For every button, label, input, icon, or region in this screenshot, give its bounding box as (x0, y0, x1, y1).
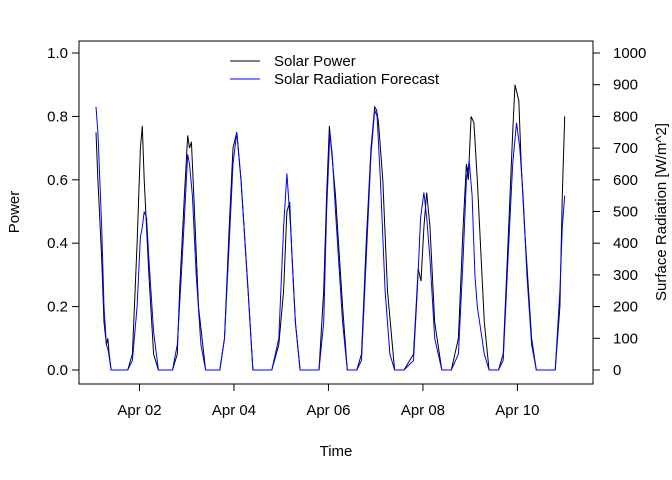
x-tick-label: Apr 04 (212, 402, 256, 419)
y-tick-label-right: 700 (613, 140, 638, 157)
series-layer (95, 84, 566, 371)
series-line-solar-radiation-forecast (95, 106, 566, 371)
y-tick-label-right: 1000 (613, 45, 646, 62)
legend-label-solar-radiation-forecast: Solar Radiation Forecast (274, 71, 440, 88)
y-tick-label-left: 0.4 (47, 235, 68, 252)
y-tick-label-right: 600 (613, 172, 638, 189)
legend: Solar Power Solar Radiation Forecast (230, 53, 440, 88)
series-line-solar-power (95, 84, 566, 371)
y-tick-label-right: 300 (613, 267, 638, 284)
y-tick-label-left: 0.2 (47, 299, 68, 316)
y-tick-label-right: 200 (613, 299, 638, 316)
x-tick-label: Apr 08 (401, 402, 445, 419)
y-tick-label-right: 800 (613, 108, 638, 125)
y-tick-label-right: 0 (613, 362, 621, 379)
legend-label-solar-power: Solar Power (274, 53, 356, 70)
y-tick-label-left: 1.0 (47, 45, 68, 62)
y-tick-label-left: 0.6 (47, 172, 68, 189)
y-tick-label-left: 0.8 (47, 108, 68, 125)
axis-layer: Apr 02 Apr 04 Apr 06 Apr 08 Apr 10 0.0 0.2 0.4 0… (47, 45, 646, 419)
y-tick-label-left: 0.0 (47, 362, 68, 379)
y-tick-label-right: 500 (613, 204, 638, 221)
y-tick-label-right: 900 (613, 77, 638, 94)
y-axis-title-left: Power (6, 191, 23, 234)
x-tick-label: Apr 10 (495, 402, 539, 419)
y-tick-label-right: 100 (613, 330, 638, 347)
y-axis-title-right: Surface Radiation [W/m^2] (653, 123, 670, 301)
x-axis-title: Time (320, 443, 353, 460)
y-tick-label-right: 400 (613, 235, 638, 252)
x-tick-label: Apr 02 (117, 402, 161, 419)
x-tick-label: Apr 06 (306, 402, 350, 419)
